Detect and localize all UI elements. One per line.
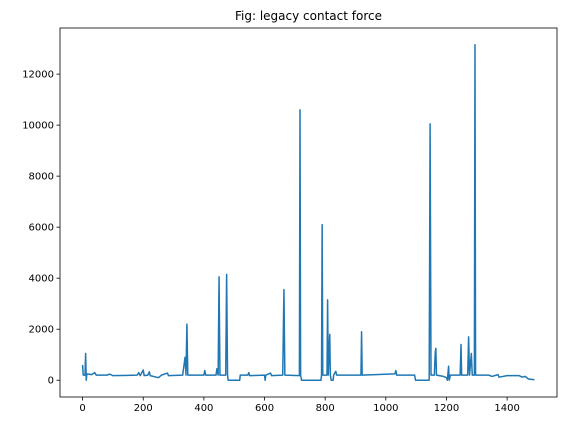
x-tick-label: 200 bbox=[134, 403, 153, 414]
x-tick-label: 800 bbox=[316, 403, 335, 414]
x-tick-label: 600 bbox=[255, 403, 274, 414]
x-tick-label: 1200 bbox=[434, 403, 459, 414]
y-tick-label: 8000 bbox=[29, 172, 54, 183]
data-line bbox=[81, 44, 535, 381]
y-tick-label: 10000 bbox=[22, 121, 54, 132]
axes-frame bbox=[59, 27, 558, 398]
x-tick-label: 1000 bbox=[373, 403, 398, 414]
y-tick-label: 6000 bbox=[29, 223, 54, 234]
y-tick-label: 0 bbox=[48, 376, 54, 387]
y-tick-label: 4000 bbox=[29, 274, 54, 285]
x-tick-label: 400 bbox=[194, 403, 213, 414]
chart-title: Fig: legacy contact force bbox=[235, 9, 382, 23]
y-tick-label: 2000 bbox=[29, 325, 54, 336]
x-tick-label: 1400 bbox=[494, 403, 519, 414]
y-tick-label: 12000 bbox=[22, 70, 54, 81]
x-tick-label: 0 bbox=[79, 403, 85, 414]
